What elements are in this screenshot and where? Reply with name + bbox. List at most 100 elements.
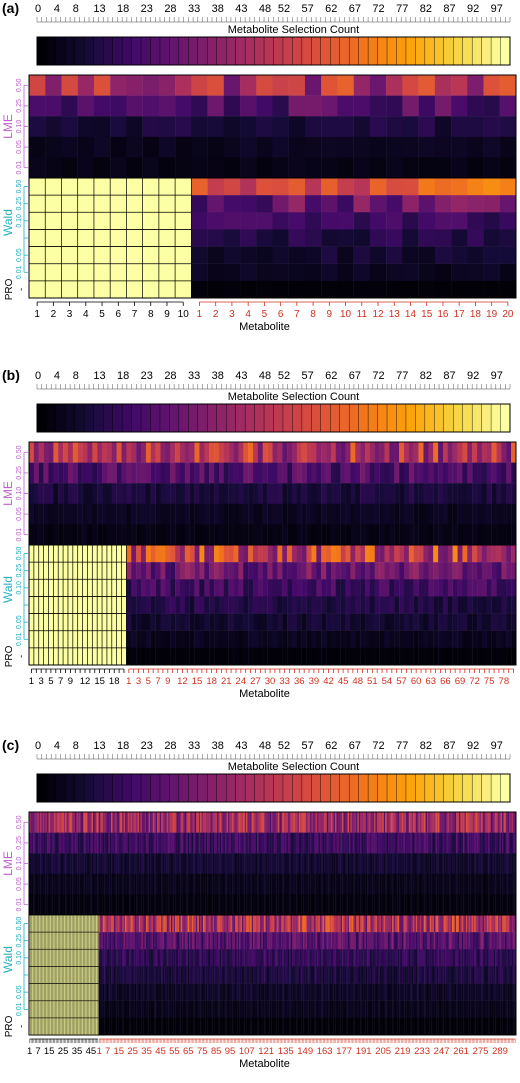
heatmap-cell-wald [154,915,156,933]
heatmap-cell-wald [353,915,355,933]
heatmap-cell-lme [442,853,444,874]
heatmap-cell-wald [400,932,403,950]
heatmap-cell-lme [179,483,186,504]
heatmap-cell-lme [365,812,368,833]
heatmap-cell-lme [501,483,507,504]
heatmap-cell-wald [369,647,375,666]
heatmap-cell-lme [294,853,297,874]
heatmap-cell-lme [496,503,502,525]
heatmap-cell-lme [109,812,112,833]
heatmap-cell-wald [247,932,250,950]
colorbar-swatch [93,773,104,803]
heatmap-cell-lme [513,832,515,854]
heatmap-cell-lme [55,873,58,895]
heatmap-cell-lme [120,812,123,833]
colorbar-swatch [320,403,331,433]
heatmap-cell-lme [383,853,386,874]
heatmap-cell-wald [223,613,229,631]
heatmap-cell-wald [179,915,181,933]
heatmap-cell-wald [360,596,366,614]
heatmap-cell-wald [199,545,205,563]
heatmap-cell-lme [406,812,408,833]
wald-tick-label: 0.10 [16,581,23,595]
heatmap-cell-lme [140,812,142,833]
heatmap-cell-lme [417,812,419,833]
heatmap-cell-lme [177,812,180,833]
heatmap-cell-lme [35,894,38,916]
heatmap-cell-lme [349,894,351,916]
heatmap-cell-lme [126,95,143,117]
heatmap-cell-wald [99,932,102,950]
heatmap-cell-lme [264,832,266,854]
heatmap-cell-lme [150,483,156,504]
heatmap-cell-wald [77,280,95,299]
heatmap-cell-lme [63,832,66,854]
heatmap-cell-lme [48,812,51,833]
heatmap-cell-wald [102,630,108,649]
heatmap-cell-wald [431,915,433,933]
heatmap-cell-lme [406,873,408,895]
heatmap-cell-lme [97,894,99,916]
heatmap-cell-lme [438,812,440,833]
heatmap-cell-lme [191,75,208,96]
heatmap-cell-lme [403,832,405,854]
heatmap-cell-wald [316,562,322,580]
heatmap-cell-lme [510,812,513,833]
heatmap-cell-lme [360,524,366,546]
heatmap-cell-wald [369,212,387,230]
heatmap-cell-lme [111,832,113,854]
signal-tick-label: 9 [68,676,73,687]
heatmap-cell-wald [457,613,463,631]
heatmap-cell-wald [240,212,257,230]
heatmap-cell-lme [496,462,502,484]
pro-tick-label: - [16,655,26,658]
heatmap-cell-lme [248,894,251,916]
heatmap-cell-lme [199,462,205,484]
heatmap-cell-wald [87,596,93,614]
heatmap-cell-wald [223,195,241,213]
heatmap-cell-lme [221,873,223,895]
heatmap-cell-lme [87,812,90,833]
heatmap-cell-wald [97,932,99,950]
heatmap-cell-lme [202,894,205,916]
heatmap-cell-lme [393,873,396,895]
heatmap-cell-lme [240,832,243,854]
heatmap-cell-lme [67,832,70,854]
heatmap-cell-lme [312,873,315,895]
heatmap-cell-wald [158,280,176,299]
heatmap-cell-wald [186,915,188,933]
heatmap-cell-lme [155,873,158,895]
heatmap-cell-wald [241,932,244,950]
heatmap-cell-lme [298,812,301,833]
heatmap-cell-lme [207,95,224,117]
heatmap-cell-lme [236,812,238,833]
heatmap-cell-lme [325,853,327,874]
heatmap-cell-wald [415,915,418,933]
heatmap-cell-wald [272,195,289,213]
heatmap-cell-wald [351,915,354,933]
heatmap-cell-wald [61,246,78,264]
heatmap-cell-wald [175,229,192,247]
heatmap-cell-lme [479,853,482,874]
heatmap-cell-lme [464,812,467,833]
heatmap-cell-lme [214,462,220,484]
colorbar-swatch [273,773,284,803]
heatmap-cell-wald [118,915,120,933]
heatmap-cell-lme [365,873,368,895]
heatmap-cell-lme [159,812,162,833]
heatmap-cell-wald [369,246,387,264]
heatmap-cell-wald [120,915,123,933]
heatmap-cell-lme [272,894,275,916]
colorbar-swatch [396,36,407,66]
heatmap-cell-lme [294,832,297,854]
lme-group-label: LME [1,114,15,139]
heatmap-cell-wald [418,647,424,666]
heatmap-cell-lme [175,442,181,463]
heatmap-cell-lme [256,75,273,96]
heatmap-cell-lme [318,832,321,854]
heatmap-cell-lme [126,832,128,854]
heatmap-cell-wald [301,545,307,563]
heatmap-cell-wald [504,915,507,933]
heatmap-cell-lme [191,157,208,179]
colorbar-swatch [103,36,114,66]
